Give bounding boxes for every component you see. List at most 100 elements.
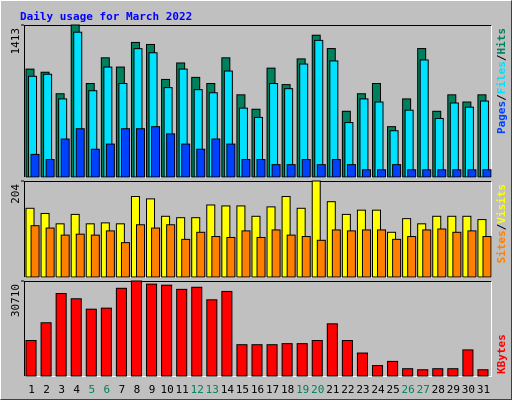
bar <box>151 227 161 278</box>
legend: Pages/Files/Hits <box>495 28 508 134</box>
bar <box>166 133 176 178</box>
bar <box>105 230 115 278</box>
y-tick-label: 30710 <box>9 284 22 317</box>
bar <box>311 340 323 377</box>
plot-border-dark <box>24 25 492 178</box>
bar <box>286 234 296 278</box>
x-tick-label: 4 <box>73 383 80 396</box>
bar <box>301 236 311 278</box>
bar <box>361 169 371 178</box>
x-tick-label: 14 <box>221 383 235 396</box>
bar <box>449 102 459 178</box>
bar <box>331 229 341 278</box>
bar <box>266 344 278 377</box>
bar <box>407 169 417 178</box>
bar <box>392 238 402 278</box>
bar <box>482 236 492 278</box>
bar <box>447 368 459 377</box>
bar <box>196 231 206 278</box>
bar <box>256 159 266 178</box>
bar <box>115 287 127 377</box>
bar <box>25 340 37 377</box>
bar <box>120 128 130 178</box>
x-tick-label: 2 <box>43 383 50 396</box>
bar <box>437 228 447 278</box>
bar <box>326 323 338 377</box>
bar <box>176 288 188 377</box>
bar <box>90 148 100 178</box>
bar <box>191 286 203 377</box>
bar <box>356 352 368 377</box>
x-tick-label: 24 <box>371 383 385 396</box>
bar <box>482 169 492 178</box>
y-tick-label: 1413 <box>9 28 22 55</box>
bar <box>371 365 384 377</box>
bar <box>196 148 206 178</box>
bar <box>269 83 279 178</box>
bar <box>70 298 82 377</box>
bar <box>314 39 324 178</box>
bar <box>45 159 55 178</box>
bar <box>211 138 221 178</box>
x-tick-label: 23 <box>356 383 369 396</box>
bar <box>316 239 326 278</box>
bar <box>236 344 248 377</box>
chart-title: Daily usage for March 2022 <box>20 10 192 23</box>
bar <box>271 229 281 278</box>
bar <box>161 284 173 377</box>
bar <box>417 369 429 377</box>
bar <box>40 322 52 377</box>
x-tick-label: 3 <box>58 383 65 396</box>
plot-border-dark <box>24 281 492 377</box>
x-tick-label: 16 <box>251 383 264 396</box>
x-tick-label: 18 <box>281 383 294 396</box>
bar <box>452 231 462 278</box>
bar <box>311 180 321 278</box>
x-tick-label: 13 <box>206 383 219 396</box>
bar <box>85 308 97 377</box>
bar <box>462 349 474 377</box>
legend: KBytes <box>495 334 508 374</box>
x-tick-label: 6 <box>104 383 111 396</box>
bar <box>467 230 477 278</box>
x-tick-label: 17 <box>266 383 279 396</box>
legend-separator: / <box>495 94 508 101</box>
bar <box>30 153 40 178</box>
bar <box>130 280 143 377</box>
legend-entry: Hits <box>495 28 508 55</box>
bar <box>479 100 489 178</box>
bar <box>377 169 387 178</box>
bar <box>30 225 40 278</box>
x-tick-label: 26 <box>402 383 415 396</box>
legend: Sites/Visits <box>495 184 508 264</box>
x-tick-label: 31 <box>477 383 490 396</box>
x-tick-label: 15 <box>236 383 249 396</box>
bar <box>241 159 251 178</box>
bar <box>434 117 444 178</box>
legend-entry: KBytes <box>495 334 508 374</box>
legend-entry: Sites <box>495 230 508 263</box>
bar <box>281 343 293 377</box>
bar <box>206 299 218 377</box>
bar <box>211 236 221 278</box>
x-tick-label: 10 <box>160 383 173 396</box>
bar <box>136 224 146 278</box>
bar <box>60 138 70 178</box>
bar <box>120 242 130 278</box>
plot-border-dark <box>24 181 492 278</box>
bar <box>467 169 477 178</box>
bar <box>419 59 429 178</box>
bar <box>432 368 444 377</box>
bar <box>105 143 115 178</box>
bar <box>136 128 146 178</box>
bar <box>226 143 236 178</box>
x-tick-label: 19 <box>296 383 309 396</box>
bar <box>221 290 233 377</box>
bar <box>437 169 447 178</box>
bar <box>256 236 266 278</box>
bar <box>361 229 371 278</box>
bar <box>374 101 384 178</box>
bar <box>392 164 402 178</box>
bar <box>296 343 308 377</box>
